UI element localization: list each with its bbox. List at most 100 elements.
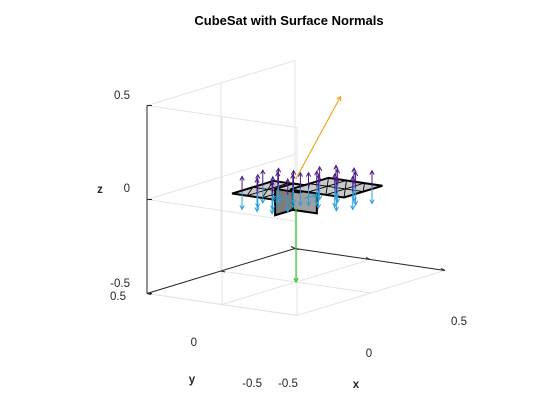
arrow-head bbox=[297, 201, 303, 207]
x-tick-label: -0.5 bbox=[278, 378, 298, 390]
arrow-head bbox=[270, 175, 276, 181]
normal-arrow-up bbox=[275, 167, 282, 185]
normal-arrow-down bbox=[269, 196, 275, 215]
x-tick-mark bbox=[440, 268, 446, 271]
arrow-shaft bbox=[295, 96, 342, 179]
x-tick-mark bbox=[290, 246, 296, 249]
normal-arrow-up bbox=[260, 169, 266, 187]
normal-arrow-down bbox=[333, 193, 339, 212]
normal-arrow-up bbox=[333, 176, 339, 194]
normal-arrow-up bbox=[350, 175, 356, 193]
z-tick-label: -0.5 bbox=[110, 278, 130, 290]
arrow-head bbox=[239, 205, 245, 211]
normal-arrow-down bbox=[353, 188, 359, 207]
arrow-head bbox=[260, 198, 266, 205]
arrow-head bbox=[332, 172, 338, 179]
normal-arrow-up bbox=[305, 171, 312, 189]
normal-arrow-up bbox=[269, 179, 275, 197]
normal-arrow-up bbox=[369, 169, 375, 187]
y-tick-mark bbox=[220, 270, 226, 273]
arrow-head bbox=[239, 175, 245, 181]
x-axis-label: x bbox=[353, 379, 360, 391]
direction-vector bbox=[293, 206, 299, 284]
normal-arrow-down bbox=[255, 190, 261, 209]
normal-arrow-up bbox=[335, 168, 341, 186]
arrow-head bbox=[333, 206, 339, 212]
arrow-head bbox=[285, 207, 291, 213]
arrow-head bbox=[351, 166, 357, 173]
arrow-head bbox=[275, 167, 282, 173]
arrow-head bbox=[254, 207, 260, 213]
normal-arrow-down bbox=[350, 192, 356, 211]
arrow-head bbox=[305, 171, 312, 177]
normal-arrow-up bbox=[297, 171, 303, 189]
grid-line bbox=[146, 60, 296, 106]
y-axis-label: y bbox=[189, 374, 196, 386]
normal-arrow-down bbox=[254, 194, 260, 213]
arrow-head bbox=[305, 201, 312, 207]
x-tick-mark bbox=[365, 257, 371, 260]
normal-arrow-down bbox=[369, 186, 375, 205]
arrow-head bbox=[255, 173, 261, 179]
arrow-head bbox=[270, 205, 276, 211]
arrow-head bbox=[333, 164, 339, 170]
z-axis-ticks: 0.5 0 -0.5 bbox=[110, 90, 130, 290]
y-axis-ticks: 0.5 0 -0.5 bbox=[110, 291, 262, 390]
arrow-head bbox=[350, 205, 356, 211]
normal-arrow-up bbox=[270, 175, 276, 193]
normal-arrow-up bbox=[317, 165, 323, 183]
normal-arrow-up bbox=[239, 175, 245, 193]
x-tick-label: 0 bbox=[366, 348, 372, 360]
direction-vector bbox=[295, 95, 342, 179]
arrow-head bbox=[275, 171, 281, 177]
y-tick-label: -0.5 bbox=[242, 378, 262, 390]
direction-vectors bbox=[293, 95, 342, 284]
arrow-head bbox=[335, 168, 341, 174]
axis-layer bbox=[146, 105, 446, 295]
arrow-head bbox=[290, 203, 296, 209]
arrow-head bbox=[350, 175, 356, 181]
grid-line bbox=[146, 199, 298, 222]
normal-arrow-down bbox=[315, 191, 321, 210]
normal-arrow-up bbox=[353, 171, 359, 189]
arrow-head bbox=[269, 179, 275, 186]
arrow-shaft bbox=[304, 194, 317, 199]
arrow-head bbox=[312, 193, 318, 199]
arrow-shaft bbox=[271, 197, 285, 200]
normal-arrow-down bbox=[270, 192, 276, 211]
normal-arrow-up bbox=[290, 173, 296, 191]
normal-arrow-down bbox=[297, 188, 303, 207]
arrow-head bbox=[275, 201, 281, 207]
normal-arrow-down bbox=[239, 192, 245, 211]
arrow-head bbox=[353, 200, 359, 207]
arrow-head bbox=[369, 199, 375, 205]
cubesat-model bbox=[231, 176, 383, 217]
z-axis-label: z bbox=[97, 184, 103, 196]
arrow-head bbox=[260, 169, 266, 175]
arrow-head bbox=[254, 177, 260, 183]
x-axis-ticks: -0.5 0 0.5 bbox=[278, 316, 467, 390]
y-tick-label: 0 bbox=[191, 337, 197, 349]
arrow-head bbox=[297, 171, 303, 177]
arrow-head bbox=[317, 165, 323, 172]
normal-arrow-up bbox=[290, 169, 297, 187]
y-tick-label: 0.5 bbox=[110, 291, 126, 303]
arrow-head bbox=[290, 199, 297, 205]
x-tick-label: 0.5 bbox=[451, 316, 467, 328]
arrow-head bbox=[336, 95, 342, 102]
arrow-head bbox=[290, 173, 296, 179]
normal-arrow-down bbox=[260, 186, 266, 205]
chart-title: CubeSat with Surface Normals bbox=[194, 13, 383, 28]
arrow-head bbox=[353, 171, 359, 177]
normal-arrow-up bbox=[275, 171, 281, 189]
arrow-head bbox=[255, 203, 261, 209]
arrow-head bbox=[333, 176, 339, 183]
normal-arrow-side bbox=[304, 193, 318, 199]
normal-arrow-up bbox=[315, 174, 321, 192]
y-tick-mark bbox=[146, 293, 152, 295]
arrow-head bbox=[285, 177, 291, 184]
surface-normals bbox=[239, 164, 375, 215]
normal-arrow-up bbox=[285, 177, 291, 195]
arrow-head bbox=[290, 169, 297, 175]
